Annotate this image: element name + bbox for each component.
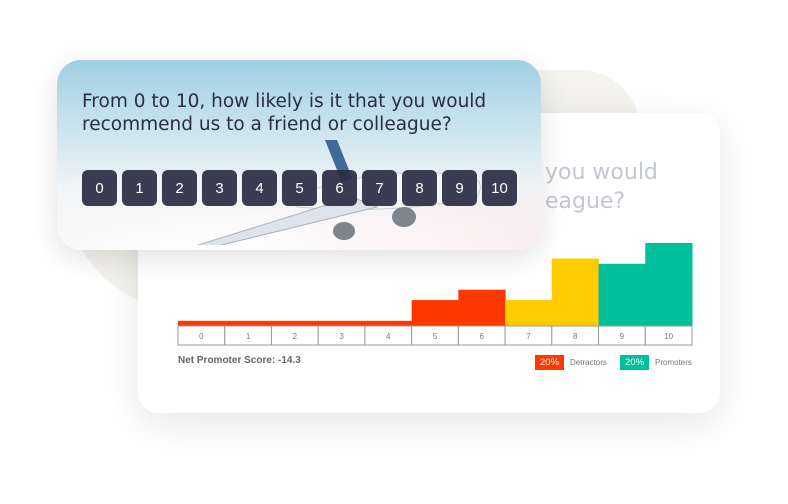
axis-cell-10 [644, 325, 693, 346]
legend-detractors: 20% Detractors [535, 355, 607, 370]
rating-button-2[interactable]: 2 [162, 170, 197, 206]
rating-button-4[interactable]: 4 [242, 170, 277, 206]
bar-10 [645, 243, 693, 326]
bar-3 [318, 320, 366, 326]
detractors-percent: 20% [535, 355, 565, 370]
detractors-label: Detractors [570, 358, 607, 367]
rating-button-10[interactable]: 10 [482, 170, 517, 206]
question-text: From 0 to 10, how likely is it that you … [82, 91, 487, 135]
rating-button-6[interactable]: 6 [322, 170, 357, 206]
promoters-label: Promoters [655, 358, 692, 367]
tick-label-0: 0 [199, 332, 204, 341]
survey-question-card: From 0 to 10, how likely is it that you … [57, 60, 541, 250]
rating-button-0[interactable]: 0 [82, 170, 117, 206]
tick-label-8: 8 [573, 332, 578, 341]
results-title-line-2: eague? [545, 189, 626, 214]
rating-button-9[interactable]: 9 [442, 170, 477, 206]
bar-6 [458, 289, 506, 326]
tick-label-2: 2 [293, 332, 298, 341]
bar-1 [224, 320, 272, 326]
results-title-line-1: you would [545, 160, 658, 185]
bar-9 [598, 263, 646, 326]
rating-button-8[interactable]: 8 [402, 170, 437, 206]
tick-label-9: 9 [620, 332, 625, 341]
rating-button-1[interactable]: 1 [122, 170, 157, 206]
tick-label-5: 5 [433, 332, 438, 341]
tick-label-7: 7 [526, 332, 531, 341]
rating-scale: 0 1 2 3 4 5 6 7 8 9 10 [82, 170, 517, 206]
tick-label-4: 4 [386, 332, 391, 341]
nps-score: Net Promoter Score: -14.3 [178, 355, 301, 366]
rating-button-5[interactable]: 5 [282, 170, 317, 206]
tick-label-1: 1 [246, 332, 251, 341]
rating-button-7[interactable]: 7 [362, 170, 397, 206]
tick-label-6: 6 [480, 332, 485, 341]
bar-2 [271, 320, 319, 326]
bar-0 [178, 320, 226, 326]
rating-button-3[interactable]: 3 [202, 170, 237, 206]
tick-label-10: 10 [664, 332, 673, 341]
bar-5 [411, 300, 459, 326]
tick-label-3: 3 [339, 332, 344, 341]
promoters-percent: 20% [620, 355, 650, 370]
bar-8 [551, 258, 600, 326]
legend-promoters: 20% Promoters [620, 355, 692, 370]
bar-7 [505, 300, 553, 326]
bar-4 [364, 320, 413, 326]
